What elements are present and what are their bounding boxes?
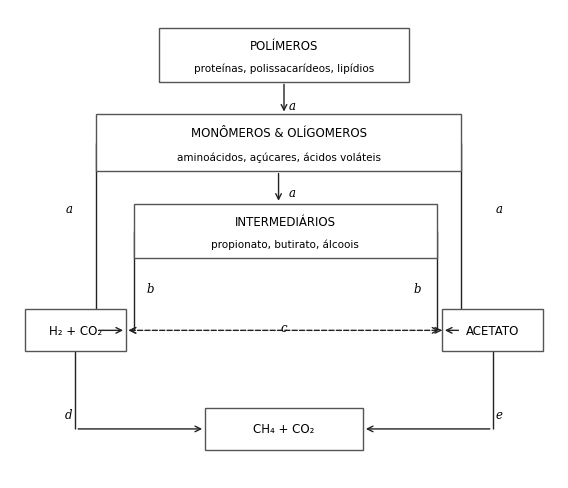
Text: b: b bbox=[147, 282, 154, 295]
Text: proteínas, polissacarídeos, lipídios: proteínas, polissacarídeos, lipídios bbox=[194, 63, 374, 74]
Text: a: a bbox=[65, 203, 72, 215]
Text: b: b bbox=[414, 282, 421, 295]
Text: CH₄ + CO₂: CH₄ + CO₂ bbox=[253, 423, 315, 435]
Text: a: a bbox=[496, 203, 503, 215]
Text: a: a bbox=[289, 100, 296, 112]
Text: ACETATO: ACETATO bbox=[466, 324, 519, 337]
Bar bbox=[25, 309, 126, 352]
Bar bbox=[442, 309, 543, 352]
Text: propionato, butirato, álcoois: propionato, butirato, álcoois bbox=[211, 239, 360, 250]
Text: MONÔMEROS & OLÍGOMEROS: MONÔMEROS & OLÍGOMEROS bbox=[190, 127, 366, 140]
Text: aminoácidos, açúcares, ácidos voláteis: aminoácidos, açúcares, ácidos voláteis bbox=[177, 152, 381, 163]
Text: d: d bbox=[65, 408, 72, 422]
Text: POLÍMEROS: POLÍMEROS bbox=[250, 40, 318, 53]
Bar bbox=[96, 115, 461, 171]
Bar bbox=[205, 408, 363, 450]
Text: a: a bbox=[289, 187, 296, 200]
Text: INTERMEDIÁRIOS: INTERMEDIÁRIOS bbox=[235, 216, 336, 228]
Text: H₂ + CO₂: H₂ + CO₂ bbox=[49, 324, 102, 337]
Text: e: e bbox=[496, 408, 503, 422]
Bar bbox=[158, 28, 410, 82]
Text: c: c bbox=[281, 321, 287, 334]
Bar bbox=[134, 204, 437, 258]
